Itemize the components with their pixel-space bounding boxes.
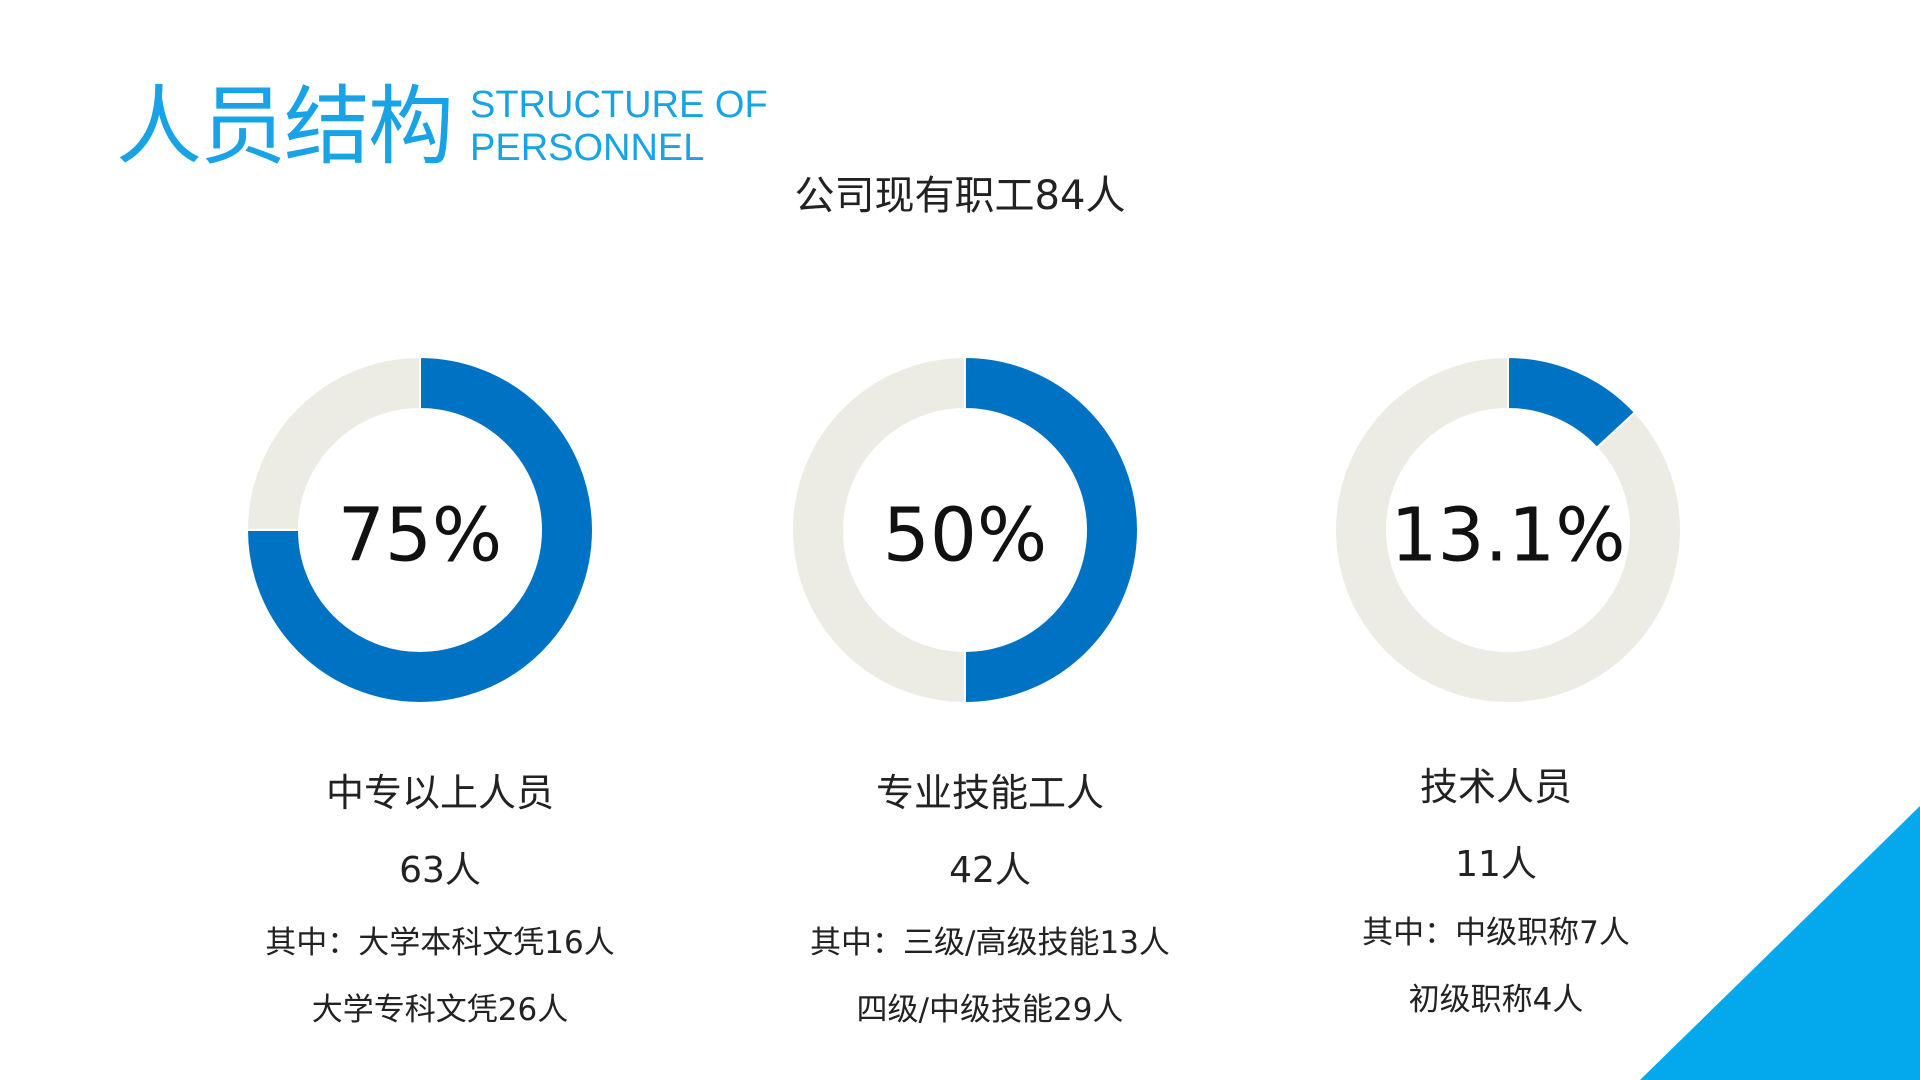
page-title-english-line-1: STRUCTURE OF — [470, 84, 768, 126]
page-header: 人员结构 STRUCTURE OF PERSONNEL — [116, 84, 768, 170]
donut-3-value-segment — [1507, 355, 1637, 450]
stat-3-count: 11人 — [1455, 844, 1537, 885]
corner-decoration-triangle — [1640, 806, 1920, 1080]
stat-block-3: 技术人员 11人 其中：中级职称7人 初级职称4人 — [1266, 756, 1726, 1041]
donut-3-remainder-segment — [1333, 355, 1682, 704]
donut-2-remainder-segment — [791, 355, 966, 705]
stat-2-detail-1: 其中：三级/高级技能13人 — [810, 925, 1170, 961]
stat-1-title: 中专以上人员 — [325, 771, 554, 815]
stat-block-1: 中专以上人员 63人 其中：大学本科文凭16人 大学专科文凭26人 — [210, 762, 670, 1051]
donut-chart-1: 75% — [245, 355, 594, 704]
stat-3-title: 技术人员 — [1419, 765, 1572, 809]
stat-3-detail-2: 初级职称4人 — [1408, 982, 1584, 1018]
stat-2-title: 专业技能工人 — [875, 771, 1104, 815]
stat-3-detail-1: 其中：中级职称7人 — [1362, 915, 1630, 951]
stat-1-detail-1: 其中：大学本科文凭16人 — [265, 925, 615, 961]
donut-1-percentage-label: 75% — [338, 493, 502, 579]
page-title-english: STRUCTURE OF PERSONNEL — [470, 84, 768, 170]
donut-2-percentage-label: 50% — [883, 493, 1047, 579]
stat-2-detail-2: 四级/中级技能29人 — [856, 992, 1124, 1028]
stat-2-count: 42人 — [949, 850, 1031, 891]
page-title-english-line-2: PERSONNEL — [470, 127, 705, 169]
stat-1-detail-2: 大学专科文凭26人 — [311, 992, 569, 1028]
donut-chart-2: 50% — [791, 355, 1139, 705]
donut-3-percentage-label: 13.1% — [1390, 493, 1625, 579]
employee-total-subtitle: 公司现有职工84人 — [794, 173, 1126, 219]
page-title: 人员结构 — [116, 77, 454, 177]
stat-1-count: 63人 — [399, 850, 481, 891]
donut-chart-3: 13.1% — [1333, 355, 1682, 704]
donut-1-value-segment — [245, 355, 594, 704]
donut-2-value-segment — [964, 355, 1139, 705]
stat-block-2: 专业技能工人 42人 其中：三级/高级技能13人 四级/中级技能29人 — [760, 762, 1220, 1051]
